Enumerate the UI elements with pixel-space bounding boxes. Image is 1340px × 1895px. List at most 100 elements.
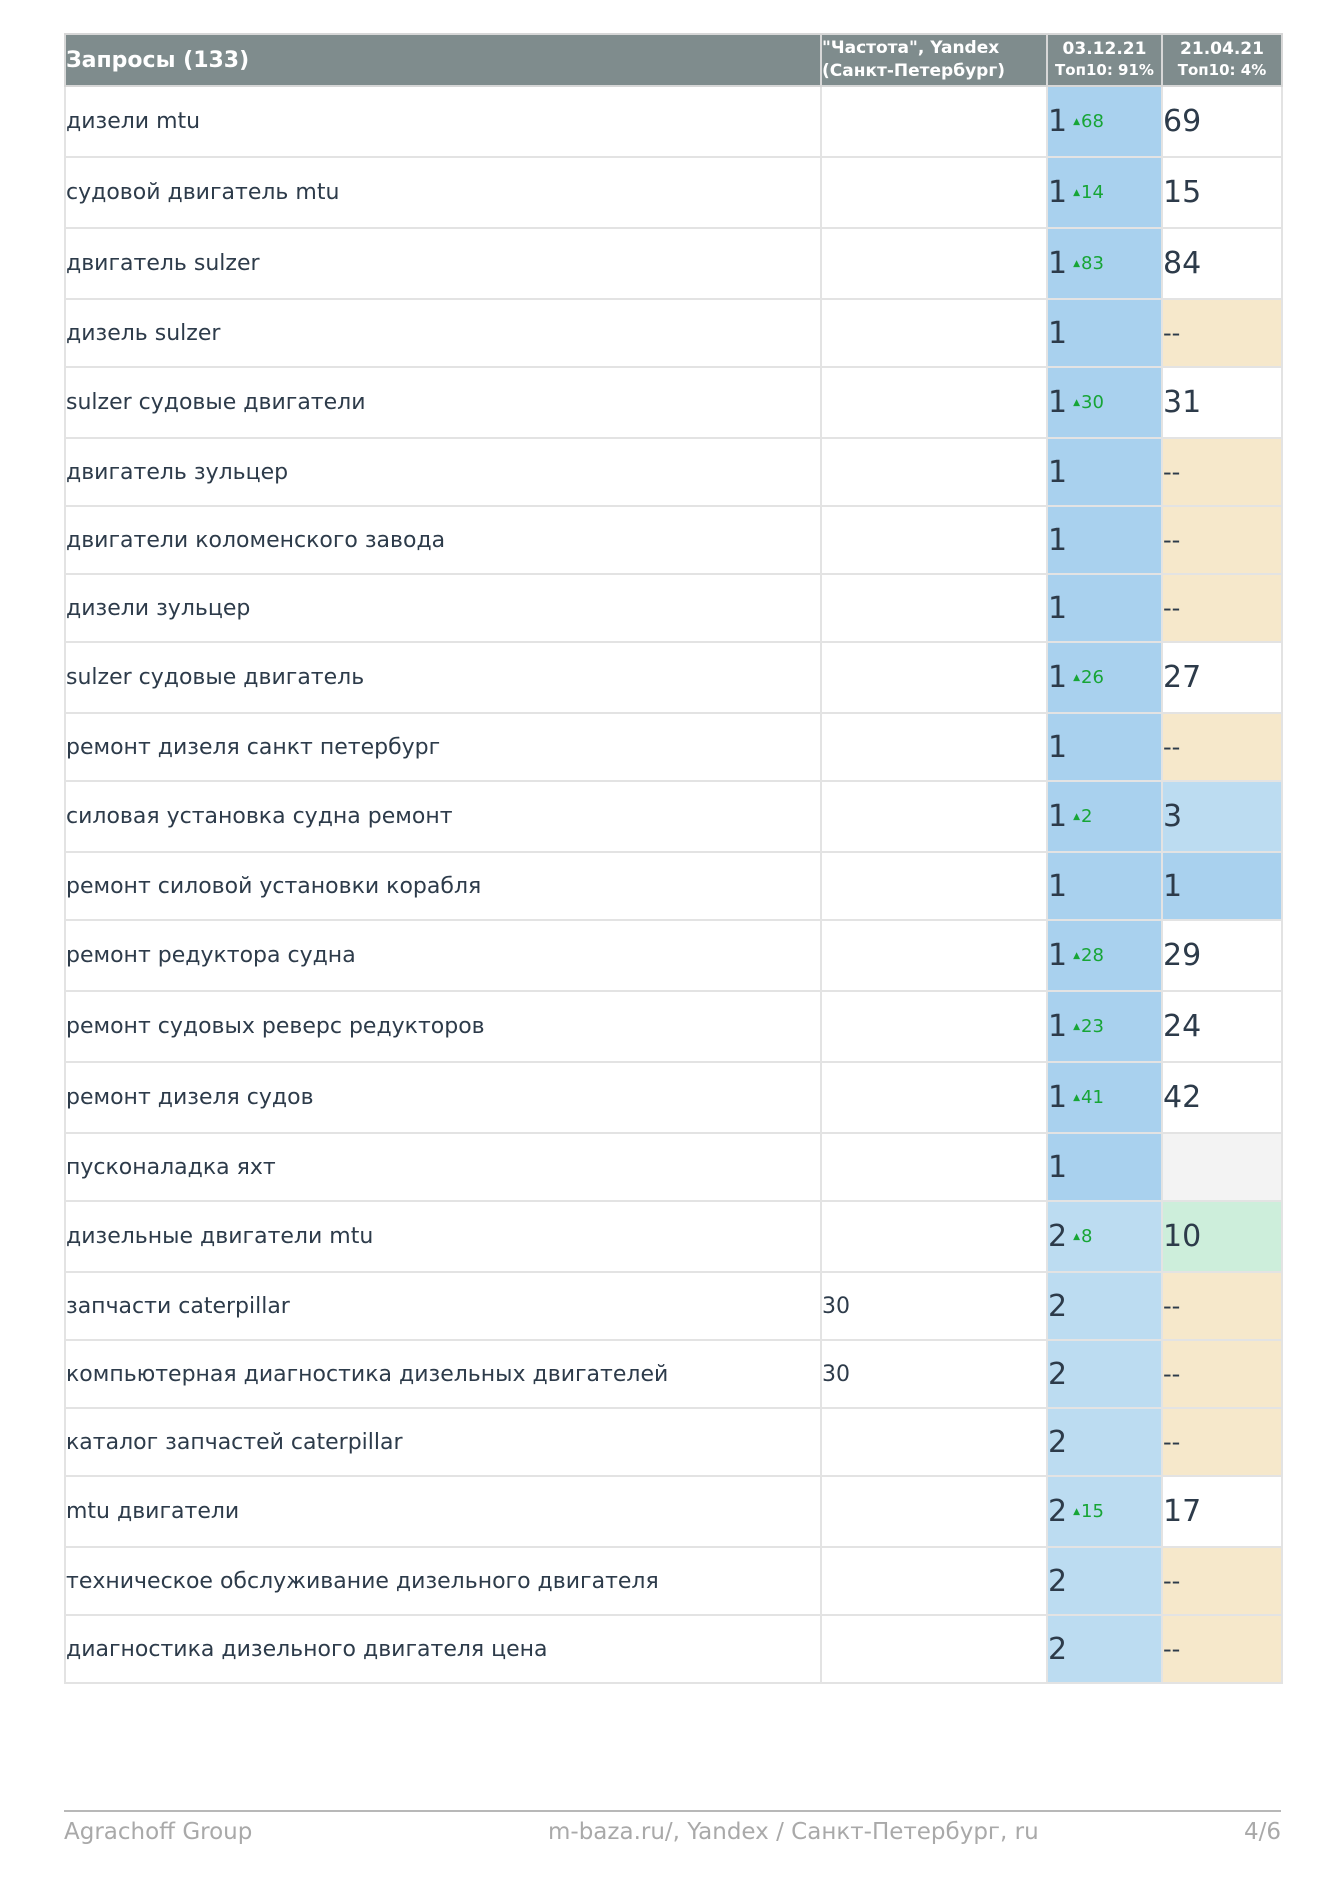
query-cell: двигатели коломенского завода (64, 505, 822, 575)
query-cell: дизельные двигатели mtu (64, 1200, 822, 1273)
frequency-cell (820, 1132, 1048, 1202)
arrow-up-icon: ▲ (1073, 673, 1081, 683)
frequency-cell (820, 1061, 1048, 1134)
header-date-1-value: 03.12.21 (1062, 39, 1147, 59)
header-date-1: 03.12.21 Топ10: 91% (1046, 33, 1163, 87)
position-previous-cell: 10 (1161, 1200, 1283, 1273)
query-cell: судовой двигатель mtu (64, 156, 822, 229)
table-row: sulzer судовые двигатели 1 ▲30 31 (64, 366, 1283, 439)
position-change: ▲2 (1073, 806, 1092, 827)
frequency-cell: 30 (820, 1339, 1048, 1409)
position-current-cell: 1 ▲14 (1046, 156, 1163, 229)
arrow-up-icon: ▲ (1073, 188, 1081, 198)
table-row: пусконаладка яхт 1 (64, 1132, 1283, 1202)
position-current-cell: 1 ▲68 (1046, 85, 1163, 158)
position-current-value: 1 (1048, 938, 1068, 973)
position-current-value: 1 (1048, 1080, 1068, 1115)
header-date-2-value: 21.04.21 (1180, 39, 1264, 59)
position-previous-cell: 31 (1161, 366, 1283, 439)
position-current-value: 2 (1048, 1356, 1068, 1392)
position-change-value: 28 (1081, 945, 1104, 966)
position-previous-cell: -- (1161, 1614, 1283, 1684)
table-body: дизели mtu 1 ▲68 69 судовой двигатель mtu 1 ▲1… (64, 85, 1283, 1684)
header-queries: Запросы (133) (64, 33, 822, 87)
frequency-cell (820, 1407, 1048, 1477)
position-current-value: 2 (1048, 1631, 1068, 1667)
table-row: ремонт судовых реверс редукторов 1 ▲23 24 (64, 990, 1283, 1063)
query-cell: двигатель sulzer (64, 227, 822, 300)
position-change-value: 83 (1081, 253, 1104, 274)
table-header-row: Запросы (133) "Частота", Yandex (Санкт-П… (64, 33, 1283, 87)
position-previous-cell: 1 (1161, 851, 1283, 921)
position-current-cell: 1 (1046, 437, 1163, 507)
table-row: судовой двигатель mtu 1 ▲14 15 (64, 156, 1283, 229)
position-current-value: 1 (1048, 1009, 1068, 1044)
header-frequency: "Частота", Yandex (Санкт-Петербург) (820, 33, 1048, 87)
position-current-cell: 2 (1046, 1271, 1163, 1341)
header-frequency-line1: "Частота", Yandex (822, 38, 1000, 58)
arrow-up-icon: ▲ (1073, 1093, 1081, 1103)
position-previous-cell: -- (1161, 1546, 1283, 1616)
position-current-value: 2 (1048, 1424, 1068, 1460)
position-previous-cell: 27 (1161, 641, 1283, 714)
position-current-value: 1 (1048, 799, 1068, 834)
frequency-cell (820, 1614, 1048, 1684)
footer-company: Agrachoff Group (64, 1819, 253, 1845)
position-current-cell: 1 ▲30 (1046, 366, 1163, 439)
position-current-cell: 1 ▲83 (1046, 227, 1163, 300)
position-current-value: 2 (1048, 1563, 1068, 1599)
position-change: ▲28 (1073, 945, 1104, 966)
position-current-value: 1 (1048, 246, 1068, 281)
arrow-up-icon: ▲ (1073, 1022, 1081, 1032)
position-change-value: 23 (1081, 1016, 1104, 1037)
position-current-cell: 2 (1046, 1407, 1163, 1477)
position-current-cell: 1 ▲26 (1046, 641, 1163, 714)
frequency-cell (820, 437, 1048, 507)
table-row: ремонт редуктора судна 1 ▲28 29 (64, 919, 1283, 992)
position-change-value: 15 (1081, 1501, 1104, 1522)
position-previous-cell: 69 (1161, 85, 1283, 158)
footer-site-info: m-baza.ru/, Yandex / Санкт-Петербург, ru (548, 1819, 1039, 1845)
table-row: запчасти caterpillar 30 2 -- (64, 1271, 1283, 1341)
arrow-up-icon: ▲ (1073, 951, 1081, 961)
frequency-cell (820, 85, 1048, 158)
frequency-cell (820, 505, 1048, 575)
table-row: дизели mtu 1 ▲68 69 (64, 85, 1283, 158)
position-change-value: 26 (1081, 667, 1104, 688)
frequency-cell (820, 366, 1048, 439)
position-current-cell: 1 ▲28 (1046, 919, 1163, 992)
frequency-cell (820, 573, 1048, 643)
frequency-cell (820, 1546, 1048, 1616)
frequency-cell: 30 (820, 1271, 1048, 1341)
table-row: силовая установка судна ремонт 1 ▲2 3 (64, 780, 1283, 853)
position-current-cell: 2 (1046, 1339, 1163, 1409)
arrow-up-icon: ▲ (1073, 812, 1081, 822)
frequency-cell (820, 780, 1048, 853)
position-change-value: 41 (1081, 1087, 1104, 1108)
query-cell: силовая установка судна ремонт (64, 780, 822, 853)
query-cell: дизели зульцер (64, 573, 822, 643)
table-row: ремонт силовой установки корабля 1 1 (64, 851, 1283, 921)
position-current-value: 1 (1048, 522, 1068, 558)
position-current-value: 2 (1048, 1288, 1068, 1324)
position-current-cell: 2 (1046, 1614, 1163, 1684)
position-current-cell: 2 ▲8 (1046, 1200, 1163, 1273)
query-cell: sulzer судовые двигатели (64, 366, 822, 439)
table-row: дизели зульцер 1 -- (64, 573, 1283, 643)
position-previous-cell (1161, 1132, 1283, 1202)
position-current-cell: 1 ▲23 (1046, 990, 1163, 1063)
position-current-cell: 1 (1046, 851, 1163, 921)
position-previous-cell: -- (1161, 1339, 1283, 1409)
position-previous-cell: -- (1161, 712, 1283, 782)
position-current-value: 1 (1048, 454, 1068, 490)
frequency-cell (820, 227, 1048, 300)
position-change-value: 14 (1081, 182, 1104, 203)
position-change: ▲26 (1073, 667, 1104, 688)
arrow-up-icon: ▲ (1073, 1232, 1081, 1242)
position-previous-cell: -- (1161, 437, 1283, 507)
position-previous-cell: 84 (1161, 227, 1283, 300)
position-previous-cell: -- (1161, 505, 1283, 575)
position-current-value: 1 (1048, 590, 1068, 626)
position-current-value: 1 (1048, 1149, 1068, 1185)
position-previous-cell: -- (1161, 1407, 1283, 1477)
